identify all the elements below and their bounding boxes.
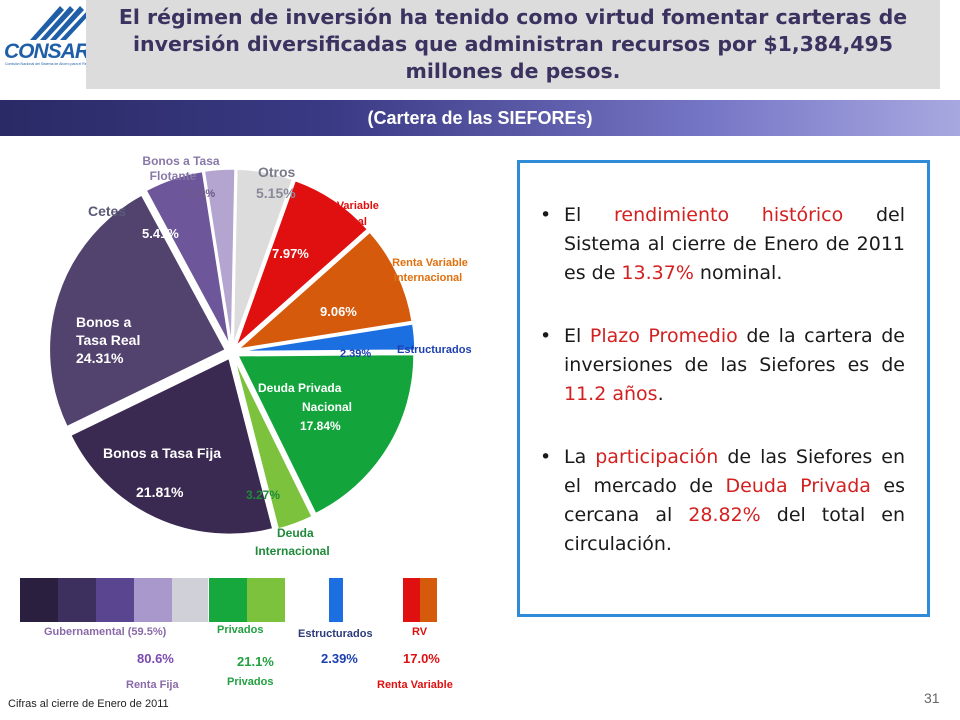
bullet-icon: • (540, 325, 552, 347)
label-dpn-value: 17.84% (300, 419, 341, 433)
swatch-rv-2 (420, 578, 437, 622)
legend-strip (20, 578, 437, 622)
label-flotante-name-2: Flotante (150, 169, 197, 183)
label-di-value: 3.27% (246, 488, 280, 502)
swatch-rv-1 (403, 578, 420, 622)
pie-slice-deuda-privada-nacional (236, 353, 415, 515)
label-flotante-value: 2.79% (184, 188, 215, 200)
pie-slice-bonos-a-tasa-flotante (203, 168, 236, 346)
label-rvi-name-1: Renta Variable (392, 257, 468, 269)
legend-privados-top: Privados (217, 624, 264, 636)
label-real-value: 24.31% (76, 350, 124, 366)
legend-privados-bottom: Privados (227, 676, 274, 688)
label-fija-name: Bonos a Tasa Fija (103, 445, 221, 461)
label-dpn-name-2: Nacional (302, 400, 352, 414)
label-rvn-value: 7.97% (272, 246, 309, 261)
label-cetes-name: Cetes (88, 203, 126, 219)
label-real-name-2: Tasa Real (76, 332, 140, 348)
swatch-priv-1 (209, 578, 247, 622)
bullet-icon: • (540, 204, 552, 226)
swatch-estructurados (329, 578, 343, 622)
legend-estructurados-value: 2.39% (321, 651, 358, 666)
pie-slice-estructurados (238, 323, 416, 353)
info-item-plazo: • El Plazo Promedio de la cartera de inv… (538, 322, 905, 409)
swatch-priv-2 (247, 578, 285, 622)
pie-slice-bonos-a-tasa-real (48, 193, 227, 428)
label-fija-value: 21.81% (136, 484, 184, 500)
swatch-gub-2 (58, 578, 96, 622)
label-cetes-value: 5.41% (142, 226, 179, 241)
label-di-name-2: Internacional (255, 544, 330, 558)
swatch-gub-3 (96, 578, 134, 622)
info-item-rendimiento: • El rendimiento histórico del Sistema a… (538, 201, 905, 288)
legend-gubernamental: Gubernamental (59.5%) (44, 626, 167, 638)
pie-slice-deuda-internacional (233, 358, 314, 530)
swatch-gub-4 (134, 578, 172, 622)
chart-subtitle: (Cartera de las SIEFOREs) (367, 107, 593, 128)
label-dpn-name-1: Deuda Privada (258, 381, 342, 395)
info-text-1: El rendimiento histórico del Sistema al … (564, 204, 905, 284)
info-item-participacion: • La participación de las Siefores en el… (538, 443, 905, 559)
consar-logo: CONSAR Comisión Nacional del Sistema de … (4, 2, 90, 70)
subtitle-bar: (Cartera de las SIEFOREs) (0, 100, 960, 136)
page-number: 31 (924, 690, 940, 706)
legend-rv-value: 17.0% (403, 651, 440, 666)
pie-slice-renta-variable-internacional (235, 231, 414, 351)
legend-rv: RV (412, 626, 428, 638)
legend-renta-variable: Renta Variable (377, 679, 453, 691)
label-real-name-1: Bonos a (76, 314, 131, 330)
label-otros-value: 5.15% (256, 185, 296, 201)
info-box: • El rendimiento histórico del Sistema a… (517, 160, 930, 617)
info-text-3: La participación de las Siefores en el m… (564, 446, 906, 555)
label-rvi-name-2: Internacional (394, 272, 462, 284)
pie-slice-renta-variable-nacional (235, 179, 369, 347)
label-flotante-name-1: Bonos a Tasa (142, 154, 219, 168)
bullet-icon: • (540, 446, 552, 468)
label-estr-name: Estructurados (397, 344, 472, 356)
page-title: El régimen de inversión ha tenido como v… (118, 5, 908, 83)
footnote: Cifras al cierre de Enero de 2011 (8, 698, 169, 710)
label-otros-name: Otros (258, 164, 296, 180)
logo-mark-icon (30, 6, 90, 40)
legend-renta-fija-value: 80.6% (137, 651, 174, 666)
legend-privados-value: 21.1% (237, 654, 274, 669)
legend-renta-fija: Renta Fija (126, 679, 179, 691)
title-banner: El régimen de inversión ha tenido como v… (86, 0, 940, 89)
label-di-name-1: Deuda (277, 526, 314, 540)
info-text-2: El Plazo Promedio de la cartera de inver… (564, 325, 906, 405)
label-estr-value: 2.39% (340, 348, 371, 360)
swatch-gub-5 (172, 578, 208, 622)
label-rvi-value: 9.06% (320, 304, 357, 319)
label-rvn-name-2: Nacional (321, 216, 367, 228)
pie-slice-cetes (145, 170, 231, 346)
label-rvn-name-1: Renta Variable (303, 200, 379, 212)
pie-slice-bonos-a-tasa-fija (69, 357, 274, 536)
pie-chart: Otros 5.15% Bonos a Tasa Flotante 2.79% … (48, 154, 472, 558)
legend-estructurados: Estructurados (298, 628, 373, 640)
logo-subtitle: Comisión Nacional del Sistema de Ahorro … (5, 62, 87, 66)
logo-word: CONSAR (4, 40, 90, 63)
pie-slice-otros (232, 168, 294, 346)
swatch-gub-1 (20, 578, 58, 622)
